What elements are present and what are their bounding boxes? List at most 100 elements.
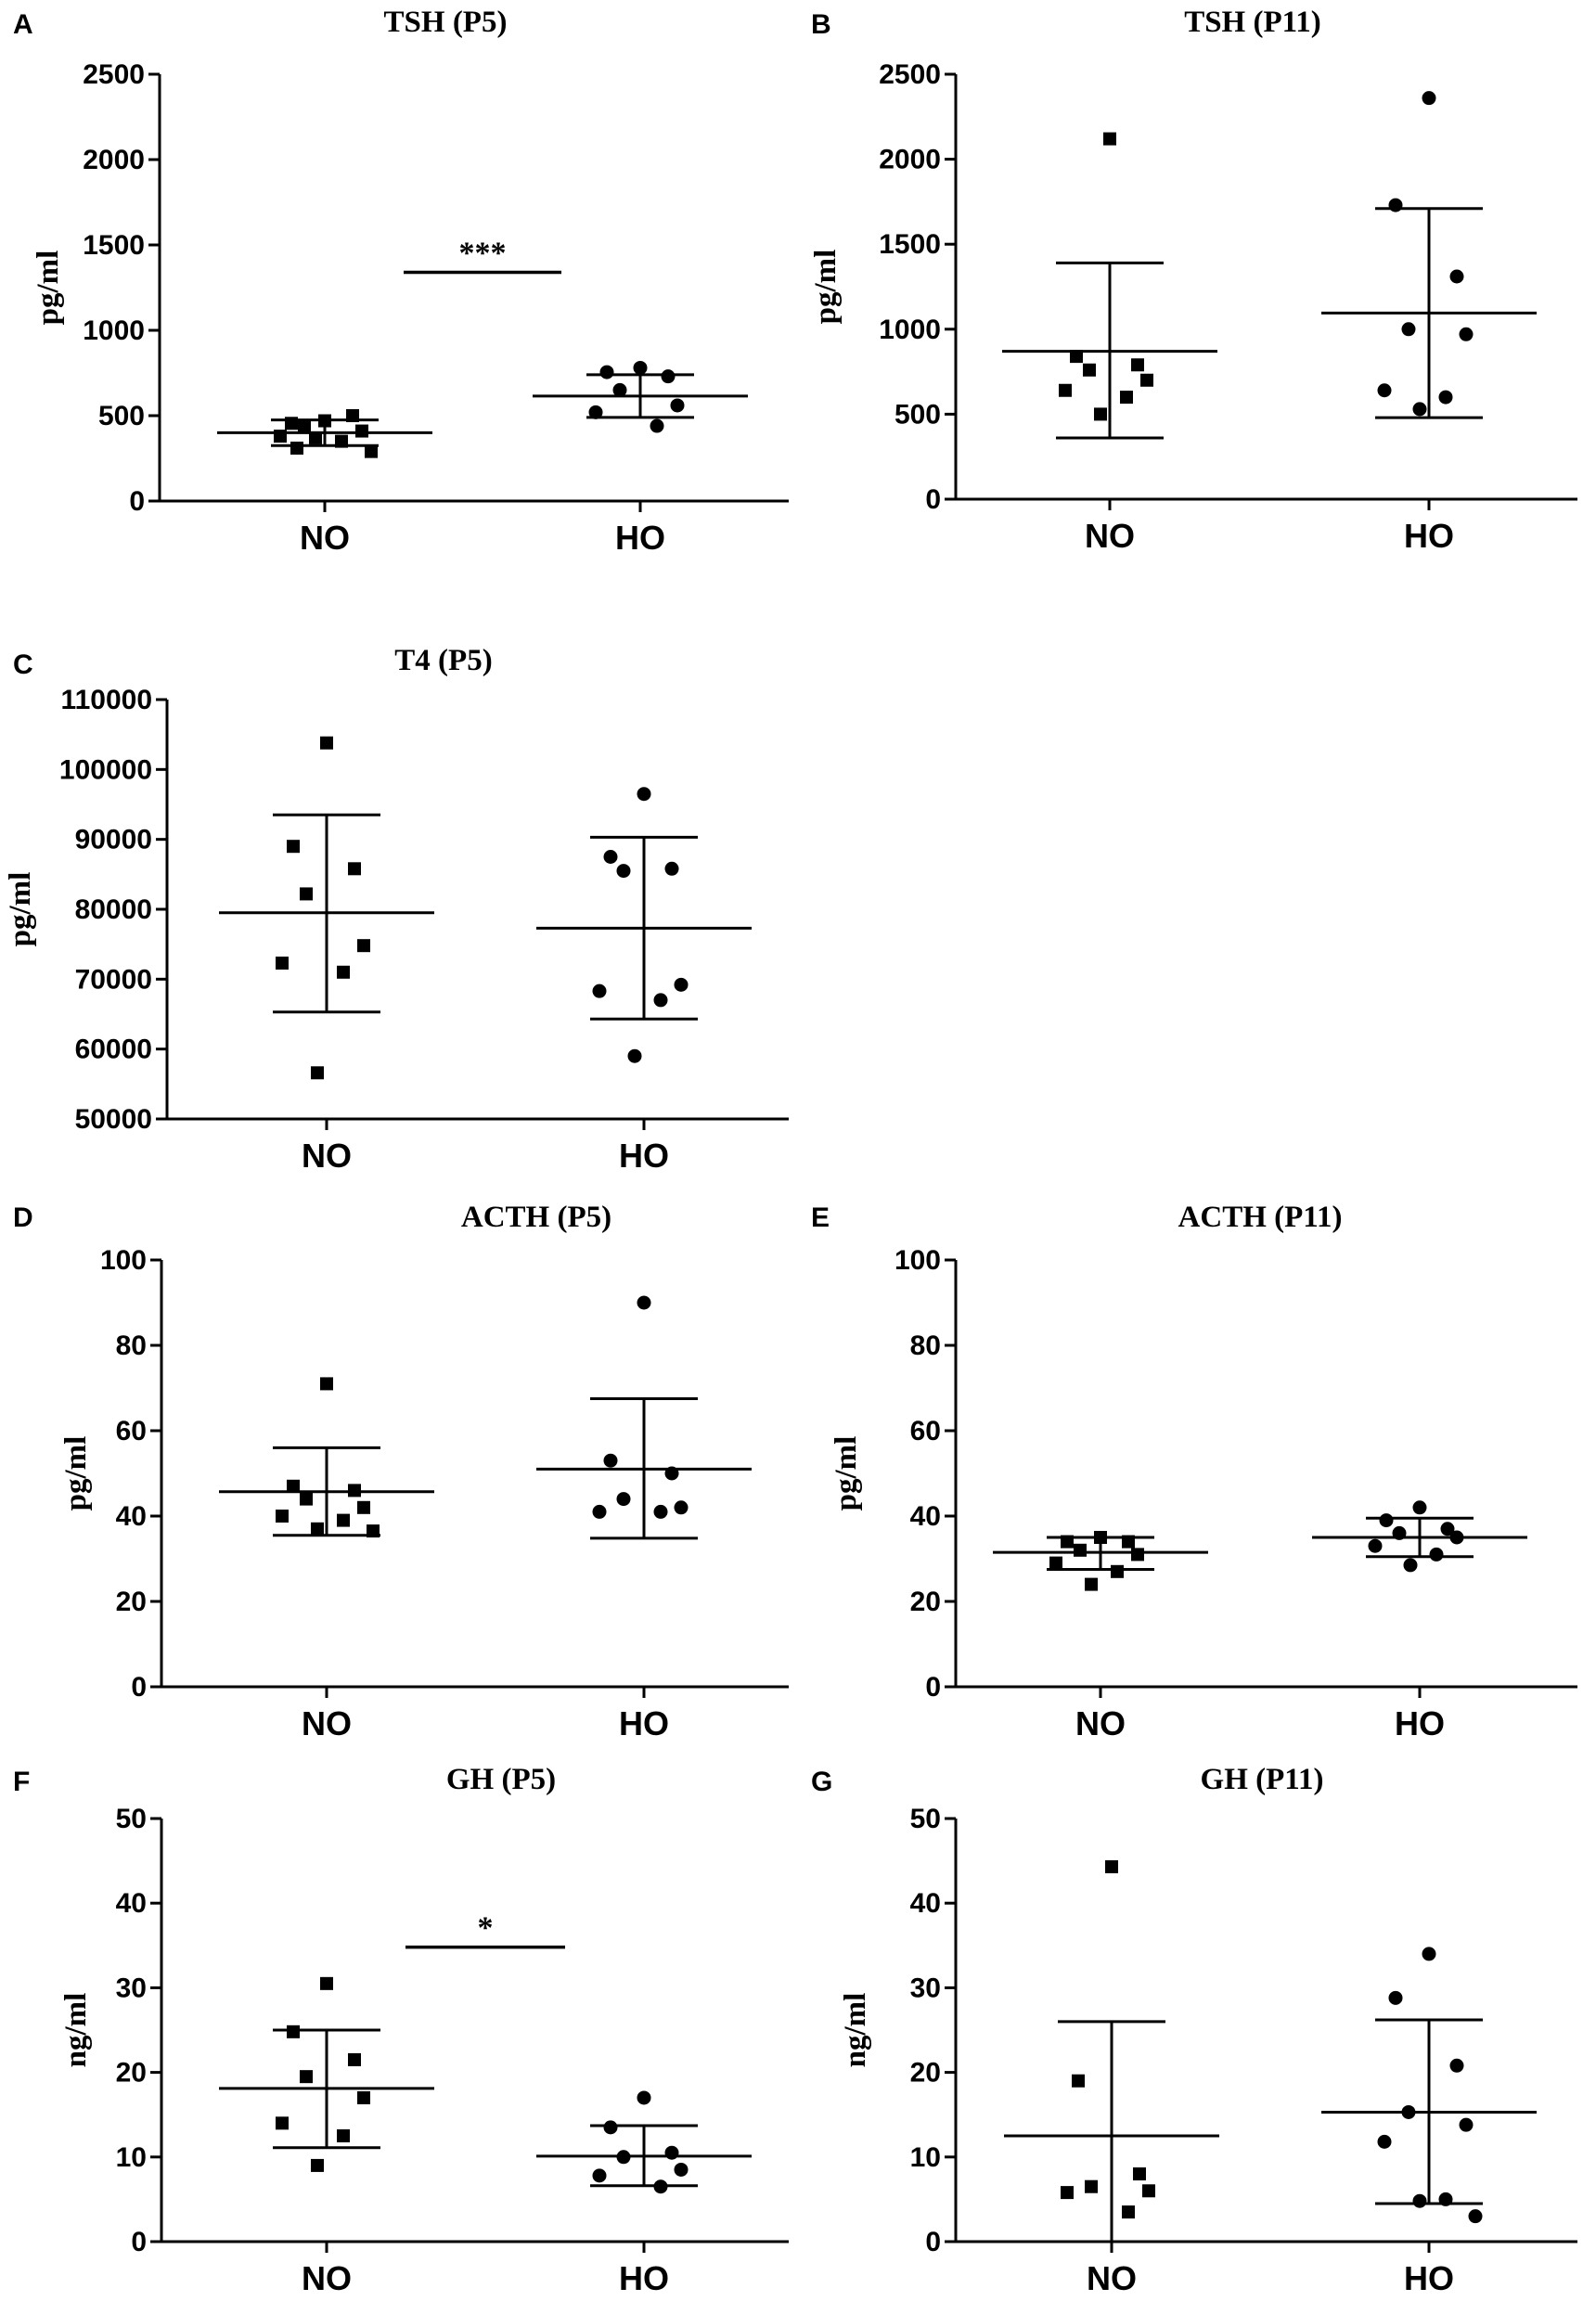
data-point bbox=[348, 862, 361, 876]
y-tick-label: 2500 bbox=[879, 59, 941, 90]
panel-a: A TSH (P5) pg/ml 0 500 1000 1500 2000 2500 NO HO **… bbox=[13, 6, 789, 557]
y-tick-label: 2000 bbox=[879, 145, 941, 175]
chart-title: GH (P11) bbox=[1201, 1763, 1324, 1796]
data-point bbox=[1388, 198, 1403, 212]
data-point bbox=[1412, 2193, 1427, 2208]
data-point bbox=[1083, 363, 1096, 377]
data-point bbox=[365, 444, 378, 458]
group-ho bbox=[533, 360, 748, 433]
y-tick-label: 50 bbox=[116, 1804, 147, 1834]
group-ho bbox=[1321, 91, 1537, 419]
x-tick-label: NO bbox=[302, 1137, 352, 1175]
data-point bbox=[300, 887, 313, 901]
group-ho bbox=[536, 787, 752, 1063]
data-point bbox=[664, 861, 679, 876]
data-point bbox=[650, 418, 664, 433]
data-point bbox=[1122, 2205, 1135, 2219]
data-point bbox=[320, 736, 333, 750]
x-tick-label: NO bbox=[1085, 517, 1135, 555]
y-axis-label: pg/ml bbox=[4, 872, 37, 947]
data-point bbox=[1468, 2209, 1483, 2224]
data-point bbox=[1449, 1530, 1464, 1545]
data-point bbox=[592, 983, 607, 998]
y-axis-label: pg/ml bbox=[830, 1436, 863, 1511]
panel-letter: C bbox=[13, 649, 33, 680]
data-point bbox=[298, 419, 311, 433]
data-point bbox=[287, 2025, 300, 2038]
data-point bbox=[592, 1504, 607, 1519]
y-axis-label: pg/ml bbox=[32, 251, 65, 326]
y-tick-label: 500 bbox=[98, 401, 145, 431]
data-point bbox=[661, 369, 676, 384]
data-point bbox=[357, 939, 370, 953]
data-point bbox=[1061, 1535, 1074, 1549]
data-point bbox=[348, 2052, 361, 2066]
panel-letter: B bbox=[811, 9, 831, 40]
data-point bbox=[588, 405, 603, 419]
panel-f: F GH (P5) ng/ml 0 10 20 30 40 50 NO HO * bbox=[13, 1763, 789, 2297]
data-point bbox=[1449, 269, 1464, 284]
group-ho bbox=[536, 2090, 752, 2194]
data-point bbox=[1059, 383, 1072, 397]
data-point bbox=[1412, 402, 1427, 417]
data-point bbox=[285, 417, 298, 431]
data-point bbox=[355, 424, 368, 438]
data-point bbox=[1131, 1548, 1144, 1562]
data-point bbox=[674, 1500, 689, 1515]
data-point bbox=[309, 431, 322, 444]
panel-e: E ACTH (P11) pg/ml 0 20 40 60 80 100 NO HO bbox=[811, 1201, 1577, 1742]
group-no bbox=[1004, 1859, 1219, 2243]
data-point bbox=[674, 977, 689, 992]
data-point bbox=[1120, 391, 1133, 405]
significance-label: *** bbox=[459, 236, 507, 270]
panel-d: D ACTH (P5) pg/ml 0 20 40 60 80 100 NO HO bbox=[13, 1201, 789, 1742]
data-point bbox=[670, 398, 685, 413]
data-point bbox=[1074, 1543, 1087, 1557]
x-tick-label: HO bbox=[1404, 517, 1454, 555]
x-tick-label: NO bbox=[1087, 2259, 1137, 2297]
data-point bbox=[1070, 350, 1083, 364]
y-tick-label: 80 bbox=[116, 1330, 147, 1361]
data-point bbox=[1072, 2074, 1085, 2088]
data-point bbox=[1459, 2117, 1474, 2132]
y-tick-label: 40 bbox=[910, 1501, 941, 1532]
y-tick-label: 80 bbox=[910, 1330, 941, 1361]
x-tick-label: HO bbox=[1404, 2259, 1454, 2297]
data-point bbox=[674, 2162, 689, 2177]
y-tick-label: 10 bbox=[910, 2142, 941, 2173]
x-tick-label: HO bbox=[619, 1704, 669, 1742]
data-point bbox=[337, 2129, 350, 2142]
data-point bbox=[653, 993, 668, 1008]
data-point bbox=[1438, 2192, 1453, 2206]
y-tick-label: 40 bbox=[116, 1888, 147, 1919]
data-point bbox=[612, 382, 627, 397]
x-tick-label: NO bbox=[300, 519, 350, 557]
data-point bbox=[1449, 2058, 1464, 2073]
group-no bbox=[217, 409, 432, 458]
y-tick-label: 30 bbox=[910, 1973, 941, 2003]
panel-b: B TSH (P11) pg/ml 0 500 1000 1500 2000 2500 NO HO bbox=[809, 6, 1577, 555]
group-no bbox=[219, 1377, 434, 1538]
panel-letter: F bbox=[13, 1767, 30, 1797]
y-tick-label: 60000 bbox=[75, 1035, 152, 1065]
y-tick-label: 20 bbox=[116, 2058, 147, 2089]
data-point bbox=[1392, 1525, 1407, 1540]
data-point bbox=[337, 1513, 350, 1527]
data-point bbox=[276, 957, 289, 971]
y-tick-label: 60 bbox=[116, 1416, 147, 1446]
data-point bbox=[603, 1453, 618, 1468]
chart-title: TSH (P5) bbox=[384, 6, 508, 39]
group-no bbox=[1002, 132, 1217, 440]
y-tick-label: 20 bbox=[910, 2058, 941, 2089]
chart-title: TSH (P11) bbox=[1184, 6, 1321, 39]
data-point bbox=[1103, 132, 1116, 146]
data-point bbox=[616, 1492, 631, 1507]
chart-title: T4 (P5) bbox=[394, 644, 492, 677]
data-point bbox=[311, 1066, 324, 1080]
data-point bbox=[320, 1377, 333, 1391]
data-point bbox=[599, 365, 614, 379]
data-point bbox=[335, 434, 348, 448]
data-point bbox=[603, 850, 618, 864]
data-point bbox=[1403, 1558, 1418, 1573]
x-tick-label: HO bbox=[1395, 1704, 1445, 1742]
